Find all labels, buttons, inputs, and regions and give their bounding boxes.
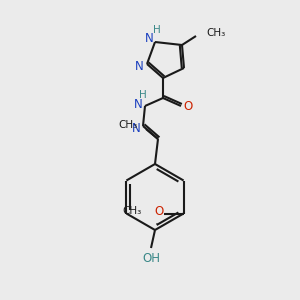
Text: H: H xyxy=(139,90,147,100)
Text: N: N xyxy=(134,98,142,110)
Text: CH₃: CH₃ xyxy=(119,120,138,130)
Text: N: N xyxy=(132,122,140,134)
Text: O: O xyxy=(154,205,163,218)
Text: OH: OH xyxy=(142,251,160,265)
Text: CH₃: CH₃ xyxy=(122,206,142,217)
Text: N: N xyxy=(145,32,153,46)
Text: methoxy: methoxy xyxy=(155,223,162,224)
Text: CH₃: CH₃ xyxy=(206,28,225,38)
Text: N: N xyxy=(135,59,143,73)
Text: O: O xyxy=(183,100,193,112)
Text: H: H xyxy=(153,25,161,35)
